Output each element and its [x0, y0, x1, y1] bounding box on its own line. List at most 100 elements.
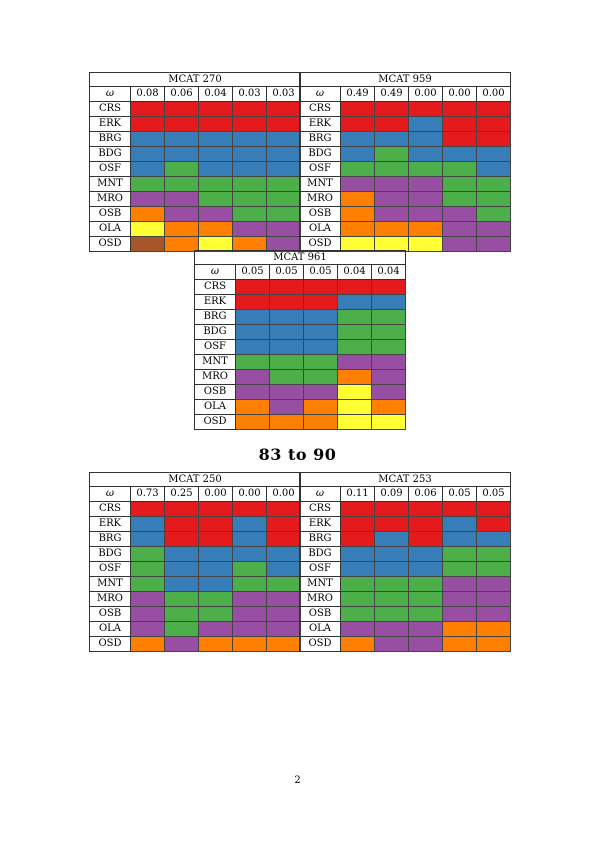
color-cell	[442, 591, 477, 607]
table-row: MNT	[89, 576, 301, 592]
color-cell	[374, 191, 409, 207]
color-cell	[442, 546, 477, 562]
table-title-row: MCAT 961	[194, 250, 406, 265]
color-cell	[374, 221, 409, 237]
table-title-row: MCAT 959	[299, 72, 511, 87]
color-cell	[408, 131, 443, 147]
color-cell	[408, 636, 443, 652]
color-cell	[164, 591, 199, 607]
table-row: OSD	[299, 636, 511, 652]
color-cell	[408, 591, 443, 607]
color-cell	[232, 131, 267, 147]
color-cell	[408, 531, 443, 547]
color-cell	[303, 279, 338, 295]
row-label: BDG	[89, 546, 131, 562]
color-cell	[442, 236, 477, 252]
color-cell	[408, 606, 443, 622]
color-cell	[476, 236, 511, 252]
table-title-row: MCAT 253	[299, 472, 511, 487]
color-cell	[337, 414, 372, 430]
row-label: BRG	[89, 131, 131, 147]
color-cell	[130, 606, 165, 622]
color-cell	[266, 501, 301, 517]
color-cell	[164, 221, 199, 237]
color-cell	[130, 131, 165, 147]
color-cell	[442, 221, 477, 237]
color-cell	[198, 221, 233, 237]
color-cell	[442, 161, 477, 177]
color-cell	[198, 591, 233, 607]
color-cell	[198, 161, 233, 177]
color-cell	[198, 131, 233, 147]
color-cell	[198, 501, 233, 517]
color-cell	[235, 399, 270, 415]
color-cell	[266, 131, 301, 147]
color-cell	[266, 221, 301, 237]
section-heading: 83 to 90	[258, 445, 337, 464]
color-cell	[198, 146, 233, 162]
table-row: OSF	[194, 339, 406, 355]
color-cell	[269, 399, 304, 415]
row-label: MNT	[89, 176, 131, 192]
color-cell	[340, 191, 375, 207]
color-cell	[340, 621, 375, 637]
color-cell	[374, 206, 409, 222]
color-cell	[476, 621, 511, 637]
table-row: MRO	[299, 191, 511, 207]
color-cell	[198, 561, 233, 577]
color-cell	[337, 309, 372, 325]
table-row: CRS	[89, 501, 301, 517]
weight-value: 0.06	[164, 86, 199, 102]
color-cell	[476, 101, 511, 117]
color-cell	[164, 636, 199, 652]
color-cell	[442, 206, 477, 222]
weight-value: 0.05	[235, 264, 270, 280]
color-cell	[266, 621, 301, 637]
color-cell	[408, 516, 443, 532]
color-cell	[340, 591, 375, 607]
color-cell	[164, 531, 199, 547]
color-cell	[266, 191, 301, 207]
table-row: CRS	[299, 101, 511, 117]
table-title: MCAT 253	[299, 472, 511, 487]
omega-label: ω	[299, 486, 341, 502]
color-cell	[337, 324, 372, 340]
page-number: 2	[294, 775, 301, 786]
weight-value: 0.00	[442, 86, 477, 102]
color-cell	[442, 146, 477, 162]
table-row: ERK	[89, 116, 301, 132]
weight-value: 0.05	[442, 486, 477, 502]
color-cell	[130, 516, 165, 532]
row-label: ERK	[89, 116, 131, 132]
row-label: OSF	[194, 339, 236, 355]
color-cell	[476, 206, 511, 222]
table-row: OLA	[299, 621, 511, 637]
color-cell	[164, 606, 199, 622]
table-row: ERK	[194, 294, 406, 310]
color-cell	[340, 576, 375, 592]
row-label: CRS	[89, 101, 131, 117]
row-label: MRO	[89, 191, 131, 207]
color-cell	[130, 221, 165, 237]
weight-value: 0.11	[340, 486, 375, 502]
color-cell	[269, 414, 304, 430]
weight-value: 0.06	[408, 486, 443, 502]
table-row: BRG	[299, 531, 511, 547]
color-cell	[164, 621, 199, 637]
weight-value: 0.05	[269, 264, 304, 280]
color-cell	[266, 146, 301, 162]
row-label: OLA	[299, 621, 341, 637]
color-cell	[442, 131, 477, 147]
color-cell	[164, 501, 199, 517]
color-cell	[164, 176, 199, 192]
color-cell	[408, 236, 443, 252]
weight-value: 0.04	[198, 86, 233, 102]
table-row: OSF	[89, 161, 301, 177]
color-cell	[442, 606, 477, 622]
color-cell	[130, 531, 165, 547]
table-row: OLA	[89, 621, 301, 637]
table-row: OLA	[89, 221, 301, 237]
color-cell	[232, 221, 267, 237]
table-row: OSF	[299, 561, 511, 577]
weight-value: 0.00	[198, 486, 233, 502]
